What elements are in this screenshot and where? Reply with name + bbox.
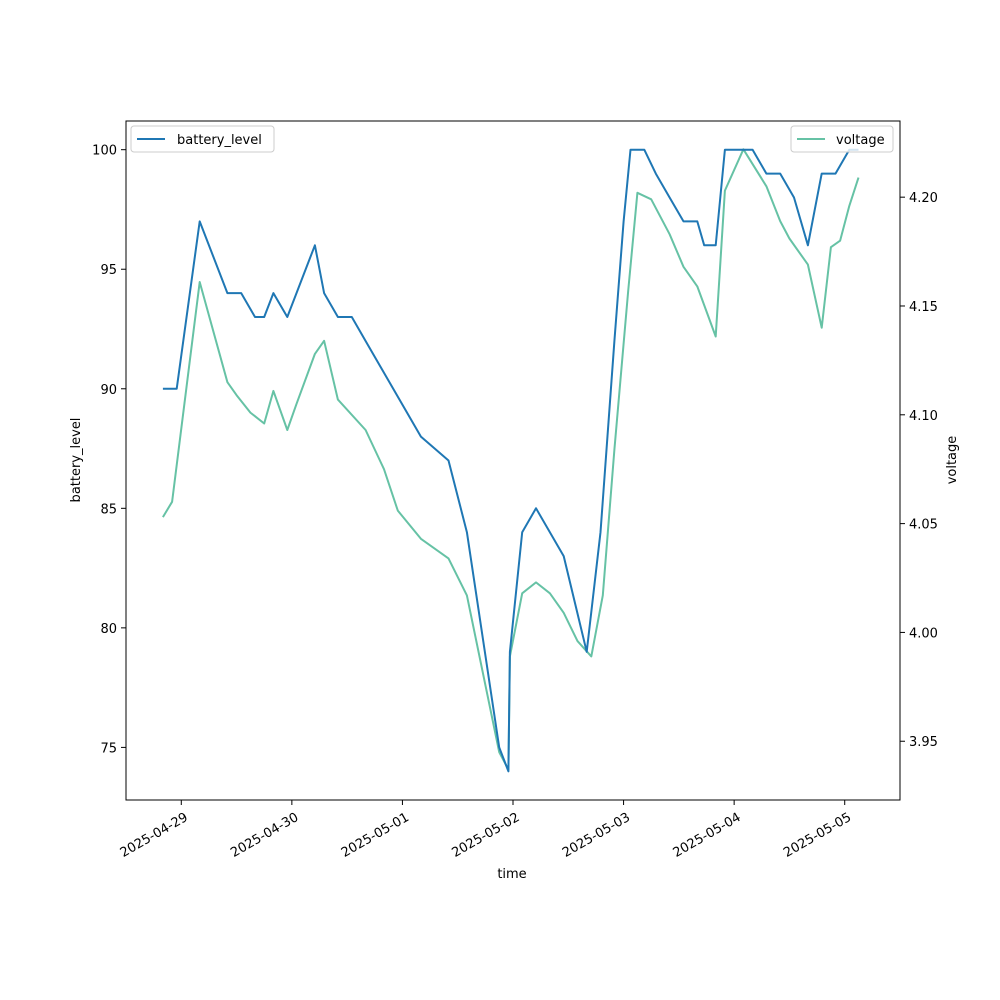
y-right-tick-label: 4.10 bbox=[909, 409, 938, 424]
series-layer bbox=[162, 148, 860, 773]
y-left-tick-label: 85 bbox=[100, 502, 117, 517]
y-axis-left-label: battery_level bbox=[69, 418, 84, 503]
y-left-tick-label: 75 bbox=[100, 741, 117, 756]
plot-frame bbox=[125, 120, 901, 801]
y-left-tick-label: 80 bbox=[100, 622, 117, 637]
legend-right: voltage bbox=[790, 125, 894, 153]
y-right-tick-label: 4.15 bbox=[909, 300, 938, 315]
legend-left: battery_level bbox=[130, 125, 275, 153]
plot-background bbox=[126, 121, 900, 800]
y-left-tick-label: 100 bbox=[92, 144, 117, 159]
y-axis-left: 75 80 85 90 95 100 bbox=[92, 144, 126, 756]
series-line-battery-level bbox=[162, 148, 859, 773]
legend-right-frame bbox=[790, 125, 894, 153]
legend-left-frame bbox=[130, 125, 275, 153]
legend-right-label: voltage bbox=[836, 133, 885, 148]
y-left-tick-label: 90 bbox=[100, 383, 117, 398]
legend-left-label: battery_level bbox=[177, 133, 262, 148]
y-axis-right: 3.95 4.00 4.05 4.10 4.15 4.20 bbox=[900, 191, 938, 750]
plot-area bbox=[126, 121, 900, 800]
y-right-tick-label: 4.00 bbox=[909, 626, 938, 641]
y-right-tick-label: 4.05 bbox=[909, 518, 938, 533]
y-right-tick-label: 3.95 bbox=[909, 735, 938, 750]
y-axis-right-label: voltage bbox=[945, 436, 960, 485]
x-axis-label: time bbox=[497, 867, 526, 882]
y-left-tick-label: 95 bbox=[100, 263, 117, 278]
y-right-tick-label: 4.20 bbox=[909, 191, 938, 206]
series-line-voltage bbox=[162, 148, 860, 771]
